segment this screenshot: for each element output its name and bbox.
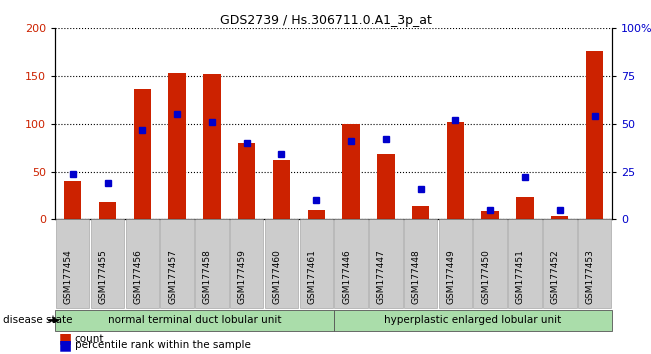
Text: ■: ■: [59, 338, 72, 352]
Text: GSM177449: GSM177449: [447, 250, 456, 304]
Text: GSM177457: GSM177457: [168, 250, 177, 304]
Text: GSM177454: GSM177454: [64, 250, 73, 304]
Text: GSM177453: GSM177453: [585, 250, 594, 304]
Text: GSM177461: GSM177461: [307, 250, 316, 304]
Bar: [133, 90, 151, 219]
Bar: [377, 154, 395, 219]
Text: normal terminal duct lobular unit: normal terminal duct lobular unit: [107, 315, 281, 325]
Text: GSM177451: GSM177451: [516, 250, 525, 304]
Text: GSM177450: GSM177450: [481, 250, 490, 304]
Bar: [516, 196, 534, 219]
Text: GSM177456: GSM177456: [133, 250, 143, 304]
Text: hyperplastic enlarged lobular unit: hyperplastic enlarged lobular unit: [384, 315, 561, 325]
Text: GSM177459: GSM177459: [238, 250, 247, 304]
Text: count: count: [75, 334, 104, 344]
Text: GDS2739 / Hs.306711.0.A1_3p_at: GDS2739 / Hs.306711.0.A1_3p_at: [219, 14, 432, 27]
Bar: [273, 160, 290, 219]
Bar: [99, 202, 117, 219]
Bar: [482, 211, 499, 219]
Bar: [64, 181, 81, 219]
Bar: [203, 74, 221, 219]
Text: percentile rank within the sample: percentile rank within the sample: [75, 340, 251, 350]
Text: GSM177447: GSM177447: [377, 250, 386, 304]
Text: GSM177446: GSM177446: [342, 250, 351, 304]
Text: GSM177448: GSM177448: [411, 250, 421, 304]
Bar: [307, 210, 325, 219]
Text: GSM177458: GSM177458: [203, 250, 212, 304]
Bar: [412, 206, 429, 219]
Bar: [447, 122, 464, 219]
Bar: [238, 143, 255, 219]
Text: ■: ■: [59, 332, 72, 346]
Bar: [551, 216, 568, 219]
Text: GSM177455: GSM177455: [98, 250, 107, 304]
Text: GSM177460: GSM177460: [273, 250, 281, 304]
Text: GSM177452: GSM177452: [551, 250, 560, 304]
Bar: [586, 51, 603, 219]
Text: disease state: disease state: [3, 315, 73, 325]
Bar: [169, 73, 186, 219]
Bar: [342, 124, 360, 219]
